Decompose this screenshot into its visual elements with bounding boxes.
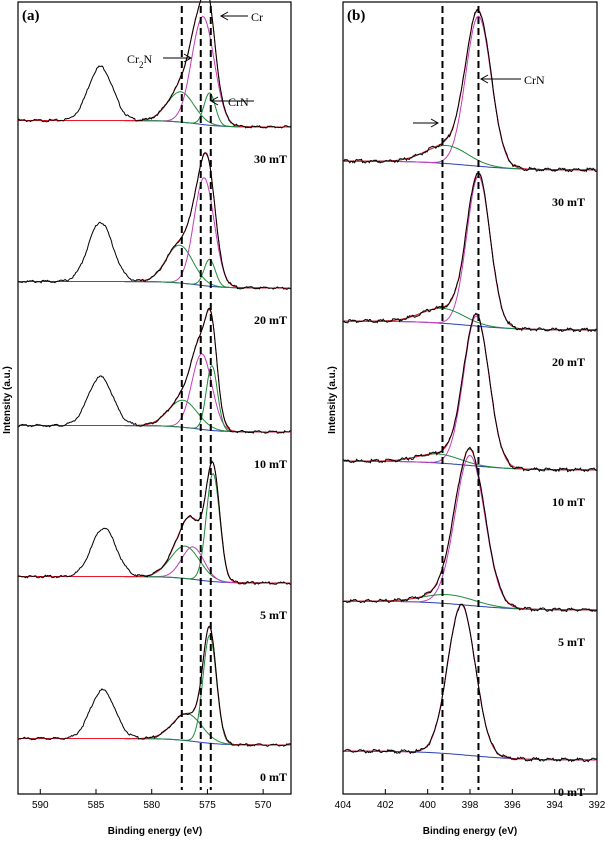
- annotation-crn-b-label: CrN: [524, 73, 545, 87]
- x-tick-label: 394: [546, 800, 563, 811]
- x-tick-label: 396: [504, 800, 521, 811]
- annotation-crn-a: CrN: [209, 95, 254, 109]
- stack-label: 10 mT: [254, 457, 287, 471]
- x-tick-label: 404: [335, 800, 352, 811]
- reference-lines: [180, 6, 480, 790]
- component-cr-line: [18, 635, 291, 746]
- component-cr2n-line: [18, 713, 291, 746]
- fit-envelope-line: [343, 604, 597, 761]
- stack-label: 30 mT: [254, 152, 287, 166]
- x-tick-label: 392: [589, 800, 605, 811]
- annotation-cr: Cr: [219, 10, 263, 24]
- x-tick-label: 398: [462, 800, 479, 811]
- background-line: [18, 738, 291, 746]
- component-crn-line: [18, 353, 291, 433]
- panel-a-xlabel: Binding energy (eV): [108, 826, 202, 837]
- fit-envelope-line: [343, 448, 597, 611]
- fit-envelope-line: [18, 460, 291, 584]
- x-tick-label: 585: [88, 800, 105, 811]
- x-tick-label: 580: [143, 800, 160, 811]
- stack-label: 20 mT: [254, 313, 287, 327]
- component-side-line: [343, 145, 597, 171]
- annotation-crn-a-label: CrN: [228, 95, 249, 109]
- measured-spectrum-line: [17, 461, 292, 585]
- measured-spectrum-line: [342, 8, 598, 173]
- component-side-line: [343, 594, 597, 611]
- component-crn-line: [343, 604, 597, 761]
- annotation-crn-b: CrN: [479, 73, 545, 87]
- stack-label: 5 mT: [558, 635, 585, 649]
- annotation-cr2n: Cr2N: [127, 52, 193, 70]
- panel-a-label: (a): [22, 8, 40, 24]
- panel-b-frame: [342, 1, 598, 795]
- background-line: [18, 120, 291, 128]
- measured-spectrum-line: [342, 312, 598, 473]
- panel-a-frame: [17, 1, 292, 795]
- panel-b-label: (b): [347, 8, 365, 24]
- component-cr2n-line: [18, 399, 291, 433]
- annotation-arrow-b: [413, 118, 440, 128]
- panel-a-curves: [17, 0, 292, 747]
- stack-label: 5 mT: [260, 608, 287, 622]
- x-tick-label: 570: [255, 800, 272, 811]
- component-crn-line: [18, 177, 291, 289]
- x-tick-label: 575: [199, 800, 216, 811]
- component-crn-line: [18, 15, 291, 128]
- stack-label: 10 mT: [552, 495, 585, 509]
- panel-b-xlabel: Binding energy (eV): [423, 826, 517, 837]
- x-tick-label: 590: [32, 800, 49, 811]
- component-crn-line: [343, 454, 597, 611]
- measured-spectrum-line: [17, 0, 292, 129]
- stack-label: 0 mT: [260, 770, 287, 784]
- annotation-cr2n-label: Cr2N: [127, 52, 153, 70]
- annotation-cr-label: Cr: [251, 10, 263, 24]
- stack-label: 0 mT: [558, 785, 585, 799]
- measured-spectrum-line: [17, 625, 292, 747]
- x-tick-label: 402: [377, 800, 394, 811]
- fit-envelope-line: [18, 152, 291, 289]
- component-cr-line: [18, 92, 291, 128]
- stack-label: 30 mT: [552, 195, 585, 209]
- axis-ticks: 590 585 580 575 570 404 402 400 398 396 394 392: [32, 789, 605, 811]
- component-cr-line: [18, 258, 291, 289]
- component-side-line: [343, 307, 597, 331]
- component-cr-line: [18, 473, 291, 584]
- measured-spectrum-line: [17, 307, 292, 434]
- x-tick-label: 400: [419, 800, 436, 811]
- component-cr2n-line: [18, 91, 291, 128]
- panel-b-curves: [342, 8, 598, 763]
- stack-label: 20 mT: [552, 355, 585, 369]
- measured-spectrum-line: [342, 603, 598, 763]
- measured-spectrum-line: [343, 446, 598, 613]
- fit-envelope-line: [343, 313, 597, 471]
- measured-spectrum-line: [342, 173, 598, 333]
- panel-a-ylabel: Intensity (a.u.): [2, 366, 13, 434]
- measured-spectrum-line: [17, 152, 292, 290]
- fit-envelope-line: [18, 308, 291, 433]
- stack-labels: 30 mT 20 mT 10 mT 5 mT 0 mT 30 mT 20 mT 10 mT 5 …: [254, 152, 585, 799]
- panel-b-ylabel: Intensity (a.u.): [327, 366, 338, 434]
- fit-envelope-line: [18, 626, 291, 746]
